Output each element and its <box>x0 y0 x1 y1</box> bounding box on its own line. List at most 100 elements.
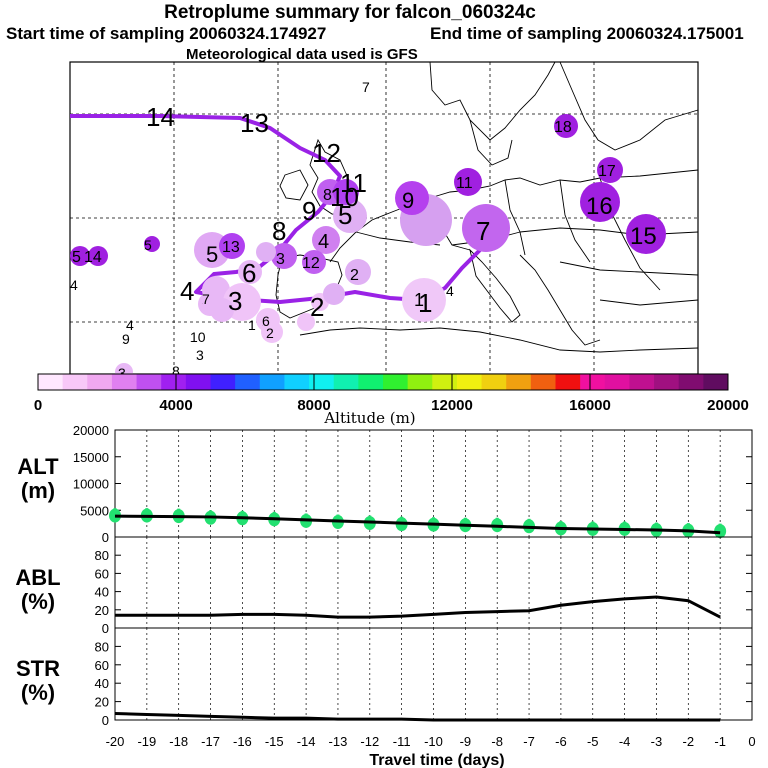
panel-ylabel: ALT <box>17 454 59 479</box>
x-tick-label: -17 <box>201 734 220 749</box>
map-label: 9 <box>122 331 130 347</box>
map: 14 13 12 11 10 9 8 7 6 5 4 3 2 1 9 8 7 5… <box>69 61 699 381</box>
spread-point <box>272 511 276 516</box>
marker-11 <box>454 168 482 196</box>
map-label: 16 <box>586 193 613 220</box>
colorbar-swatch <box>185 374 211 390</box>
map-label: 3 <box>276 251 285 268</box>
colorbar-swatch <box>38 374 64 390</box>
plume-markers <box>70 114 666 381</box>
x-tick-label: -10 <box>424 734 443 749</box>
x-tick-label: -11 <box>393 734 411 749</box>
y-tick-label: 20000 <box>73 423 109 438</box>
panel-abl: 0 20 40 60 80 ABL(%) <box>15 536 753 636</box>
panel-ylabel: (%) <box>21 680 55 705</box>
colorbar-swatch <box>703 374 729 390</box>
colorbar-swatch <box>604 374 630 390</box>
x-tick-label: -6 <box>555 734 567 749</box>
map-label: 4 <box>70 277 78 293</box>
spread-point <box>463 517 467 522</box>
altitude-colorbar: 0 4000 8000 12000 16000 20000 <box>34 373 749 414</box>
end-time: End time of sampling 20060324.175001 <box>430 24 744 43</box>
x-tick-label: -8 <box>491 734 503 749</box>
spread-point <box>559 520 563 525</box>
y-tick-label: 40 <box>95 676 109 691</box>
map-label: 3 <box>196 359 197 361</box>
map-label: 1 <box>418 288 432 318</box>
spread-point <box>368 515 372 520</box>
colorbar-swatch <box>333 374 359 390</box>
colorbar-swatch <box>629 374 655 390</box>
marker-17 <box>597 157 623 183</box>
x-tick-label: -3 <box>651 734 663 749</box>
colorbar-swatch <box>309 374 335 390</box>
x-tick-label: -4 <box>619 734 631 749</box>
marker-13 <box>219 233 245 259</box>
map-label: 6 <box>262 325 263 327</box>
x-tick-label: -18 <box>169 734 188 749</box>
marker-5d <box>144 236 160 252</box>
map-label: 6 <box>262 313 270 329</box>
map-label: 5 <box>338 200 352 230</box>
map-label: 8 <box>272 216 286 246</box>
spread-point <box>718 523 722 528</box>
marker-15 <box>626 214 666 254</box>
x-tick-label: -2 <box>683 734 695 749</box>
panel-ylabel: (m) <box>21 478 55 503</box>
x-tick-label: -20 <box>106 734 125 749</box>
map-label: 14 <box>146 102 175 132</box>
panel-str: 0 20 40 60 80 STR(%) <box>16 627 753 728</box>
spread-point <box>495 517 499 522</box>
map-label: 7 <box>202 303 203 305</box>
colorbar-swatch <box>530 374 556 390</box>
map-label: 13 <box>240 108 269 138</box>
x-tick-label: -9 <box>460 734 472 749</box>
map-label: 4 <box>126 317 134 333</box>
map-label: 10 <box>330 182 359 212</box>
colorbar-swatch <box>506 374 532 390</box>
map-label: 8 <box>323 187 332 204</box>
colorbar-swatch <box>456 374 483 390</box>
colorbar-tick-label: 8000 <box>297 397 330 414</box>
y-tick-label: 0 <box>102 621 109 636</box>
x-tick-label: -16 <box>233 734 252 749</box>
colorbar-swatch <box>62 374 88 390</box>
y-tick-label: 20 <box>95 695 109 710</box>
y-tick-label: 10000 <box>73 477 109 492</box>
colorbar-swatch <box>210 374 236 390</box>
spread-point <box>113 508 117 513</box>
marker-3 <box>271 243 297 269</box>
x-tick-label: -12 <box>360 734 379 749</box>
y-tick-label: 20 <box>95 603 109 618</box>
colorbar-swatch <box>284 374 310 390</box>
marker-7 <box>462 204 510 252</box>
x-tick-label: -1 <box>714 734 726 749</box>
y-tick-label: 60 <box>95 658 109 673</box>
y-tick-label: 0 <box>102 713 109 728</box>
spread-point <box>109 508 121 523</box>
map-label: 3 <box>118 365 126 381</box>
colorbar-swatch <box>481 374 507 390</box>
colorbar-swatch <box>358 374 384 390</box>
spread-point <box>432 517 435 522</box>
map-label: 5 <box>144 249 145 251</box>
map-label: 2 <box>266 325 274 341</box>
panel-ylabel: ABL <box>15 565 60 590</box>
colorbar-swatch <box>432 374 458 390</box>
map-label: 17 <box>598 163 616 180</box>
str-line <box>114 712 721 722</box>
spread-point <box>240 510 244 515</box>
map-label: 5 <box>206 242 218 267</box>
spread-point <box>623 521 627 526</box>
map-label: 2 <box>310 292 324 322</box>
timeseries-panels: 05000100001500020000ALT(m)020406080ABL(%… <box>15 423 755 749</box>
marker-2c <box>297 313 315 331</box>
map-label: 5 <box>72 249 81 266</box>
x-tick-label: -14 <box>297 734 316 749</box>
colorbar-tick-label: 12000 <box>431 397 473 414</box>
colorbar-tick-label: 0 <box>34 397 42 414</box>
map-label: 1 <box>414 290 424 310</box>
marker-2b <box>261 321 283 343</box>
spread-point <box>177 508 181 513</box>
map-label: 1 <box>248 317 256 333</box>
